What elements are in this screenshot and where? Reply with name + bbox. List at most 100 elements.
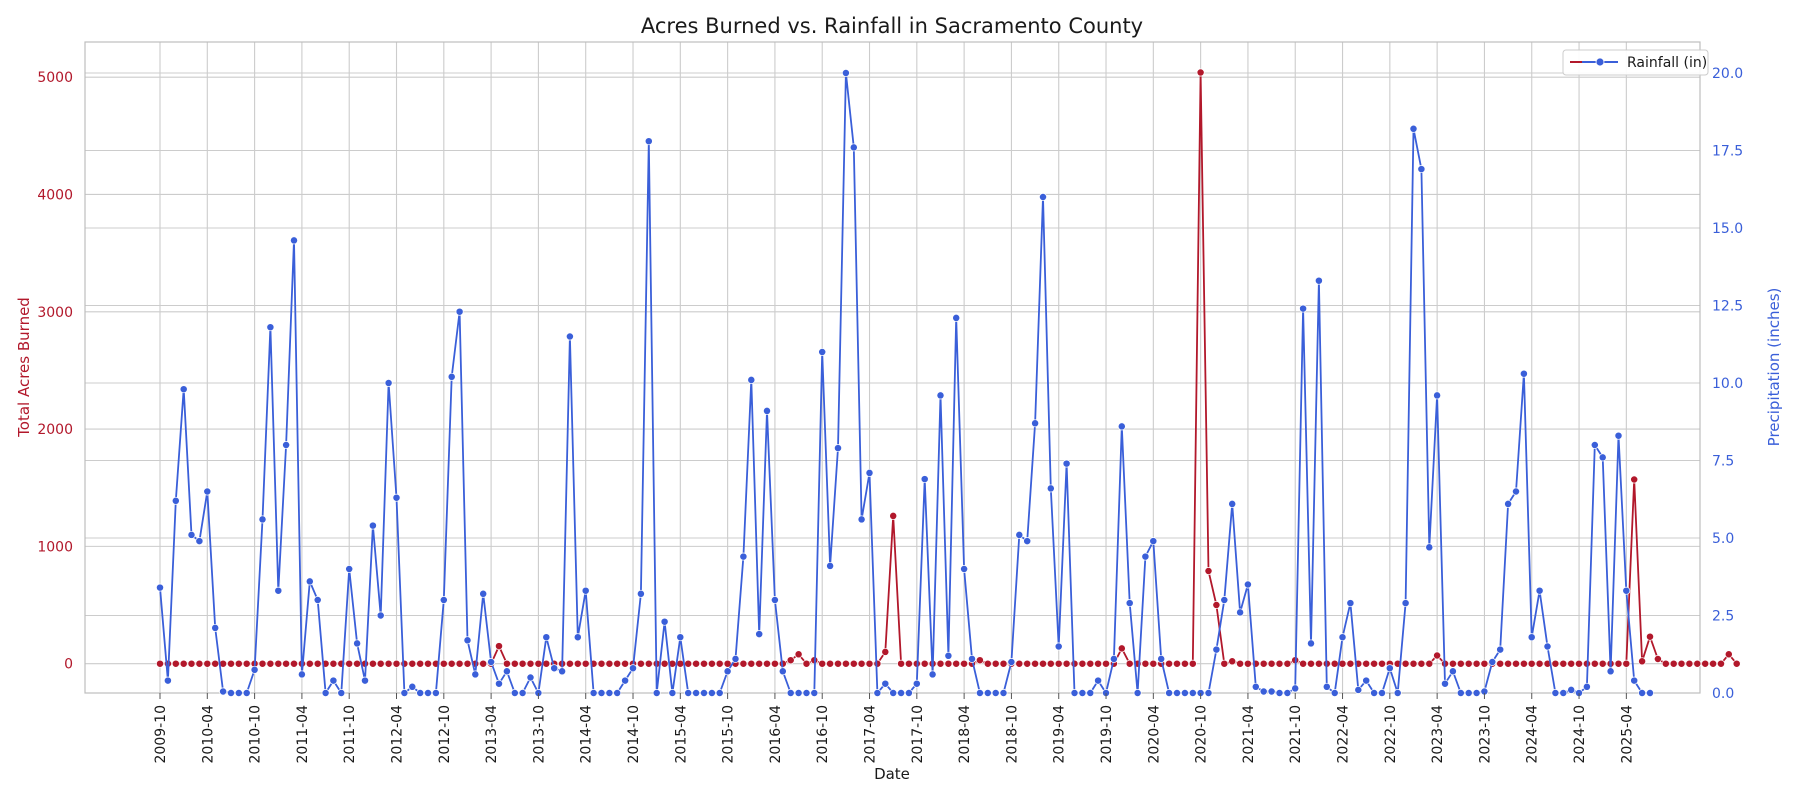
rainfall-point [368, 521, 377, 530]
acres-point [463, 659, 472, 668]
acres-point [1370, 659, 1379, 668]
rainfall-point [203, 487, 212, 496]
acres-point [644, 659, 653, 668]
rainfall-point [1354, 685, 1363, 694]
rainfall-point [479, 589, 488, 598]
rainfall-point [1401, 599, 1410, 608]
rainfall-point [274, 586, 283, 595]
rainfall-point [597, 689, 606, 697]
rainfall-point [1157, 654, 1166, 663]
rainfall-point [1622, 586, 1631, 595]
rainfall-point [1488, 658, 1497, 666]
acres-point [447, 659, 456, 668]
right-axis-ticks: 0.0 2.5 5.0 7.5 10.0 12.5 15.0 17.5 20.0 [1712, 66, 1743, 702]
rainfall-point [1535, 586, 1544, 595]
rainfall-point [1472, 689, 1481, 697]
acres-point [1054, 659, 1063, 668]
acres-point [1732, 659, 1741, 668]
rainfall-point [542, 633, 551, 642]
acres-point [1456, 659, 1465, 668]
acres-point [960, 659, 969, 668]
rainfall-point [1141, 552, 1150, 561]
rainfall-point [1094, 676, 1103, 685]
right-tick-label: 2.5 [1712, 609, 1734, 625]
acres-point [518, 659, 527, 668]
acres-point [1046, 659, 1055, 668]
acres-point [1693, 659, 1702, 668]
rainfall-point [163, 676, 172, 685]
rainfall-point [495, 679, 503, 688]
rainfall-point [1236, 608, 1245, 617]
legend: Rainfall (in) [1562, 49, 1709, 76]
rainfall-point [1259, 687, 1268, 696]
series [156, 68, 1741, 697]
acres-point [195, 659, 204, 668]
acres-point [1504, 659, 1513, 668]
rainfall-point [1212, 645, 1221, 654]
rainfall-point [1338, 633, 1347, 642]
acres-point [763, 659, 771, 668]
acres-point [692, 659, 701, 668]
acres-point [684, 659, 693, 668]
acres-point [345, 659, 354, 668]
rainfall-point [1496, 645, 1505, 654]
rainfall-point [1378, 689, 1386, 697]
acres-point [881, 647, 890, 656]
acres-point [179, 659, 188, 668]
rainfall-point [1527, 633, 1536, 642]
acres-point [613, 659, 622, 668]
left-tick-label: 4000 [37, 187, 73, 203]
acres-point [368, 659, 377, 668]
rainfall-point [668, 689, 677, 697]
x-tick-label: 2021-04 [1241, 705, 1257, 764]
acres-point [439, 659, 448, 668]
rainfall-point [1109, 654, 1118, 663]
rainfall-point [1598, 453, 1607, 462]
rainfall-point [739, 552, 748, 561]
acres-point [1125, 659, 1134, 668]
x-tick-label: 2023-04 [1430, 705, 1446, 764]
acres-point [203, 659, 212, 668]
acres-point [479, 659, 488, 668]
acres-point [1433, 651, 1442, 660]
rainfall-point [928, 670, 937, 679]
acres-point [1180, 659, 1189, 668]
rainfall-point [936, 391, 945, 400]
acres-point [305, 659, 314, 668]
rainfall-point [1275, 689, 1284, 697]
x-tick-label: 2013-04 [484, 705, 500, 764]
rainfall-point [565, 332, 574, 341]
acres-point [889, 511, 898, 520]
rainfall-point [715, 689, 724, 697]
rainfall-point [1228, 499, 1237, 508]
acres-point [526, 659, 535, 668]
rainfall-point [1251, 682, 1260, 691]
rainfall-point [1512, 487, 1520, 496]
rainfall-point [550, 664, 559, 673]
rainfall-point [1543, 642, 1552, 651]
acres-point [282, 659, 291, 668]
right-tick-label: 0.0 [1712, 686, 1734, 702]
rainfall-point [321, 689, 330, 697]
acres-point [1559, 659, 1568, 668]
acres-point [1062, 659, 1071, 668]
acres-point [1535, 659, 1544, 668]
acres-point [1512, 659, 1520, 668]
rainfall-point [1425, 543, 1434, 552]
acres-point [739, 659, 748, 668]
rainfall-point [841, 69, 850, 77]
rainfall-point [1551, 689, 1560, 697]
rainfall-point [700, 689, 708, 697]
rainfall-point [1023, 537, 1032, 546]
acres-point [1314, 659, 1323, 668]
rainfall-point [794, 689, 803, 697]
rainfall-point [384, 379, 393, 387]
x-tick-label: 2020-04 [1146, 705, 1162, 764]
rainfall-point [912, 679, 921, 688]
rainfall-point [211, 623, 220, 632]
acres-point [944, 659, 953, 668]
acres-point [1330, 659, 1339, 668]
acres-point [1031, 659, 1040, 668]
acres-point [991, 659, 1000, 668]
acres-point [565, 659, 574, 668]
